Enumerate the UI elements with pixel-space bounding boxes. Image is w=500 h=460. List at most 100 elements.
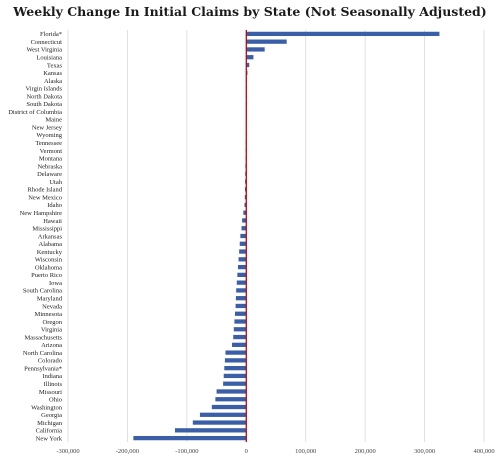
bar-kentucky (239, 249, 247, 254)
bar-alabama (239, 241, 247, 246)
bar-missouri (216, 389, 247, 394)
category-label: Idaho (47, 202, 62, 209)
bar-california (174, 428, 247, 433)
bar-oregon (234, 319, 247, 324)
category-label: Oklahoma (35, 264, 62, 271)
category-label: Colorado (38, 358, 62, 365)
bar-maryland (235, 296, 247, 301)
bar-rhode-island (244, 187, 247, 192)
category-label: Utah (49, 179, 62, 186)
category-label: Florida* (40, 31, 62, 38)
category-label: New Hampshire (20, 210, 63, 217)
category-label: Maine (45, 117, 62, 124)
x-tick-label: 100,000 (295, 448, 316, 455)
bar-michigan (192, 420, 247, 425)
category-label: West Virginia (27, 47, 63, 54)
category-label: Alabama (39, 241, 63, 248)
chart-title: Weekly Change In Initial Claims by State… (13, 4, 487, 19)
category-label: Rhode Island (28, 187, 63, 194)
category-label: Washington (31, 404, 63, 411)
category-label: Oregon (43, 319, 63, 326)
x-tick-label: 0 (245, 448, 248, 455)
category-label: Michigan (37, 420, 63, 427)
category-label: Nebraska (37, 163, 62, 170)
bar-arizona (232, 342, 247, 347)
bar-new-mexico (244, 194, 247, 200)
category-label: Massachusetts (24, 334, 62, 341)
category-label: Alaska (44, 78, 62, 85)
category-label: South Carolina (23, 288, 62, 295)
x-tick-label: 400,000 (473, 448, 494, 455)
bar-oklahoma (237, 264, 247, 270)
category-label: Connecticut (31, 39, 63, 46)
x-tick-label: -200,000 (116, 448, 139, 455)
bar-puerto-rico (237, 272, 247, 278)
category-label: Missouri (39, 389, 62, 396)
category-label: Iowa (49, 280, 62, 287)
category-label: Nevada (42, 303, 62, 310)
bar-texas (246, 62, 250, 68)
bar-colorado (224, 358, 247, 363)
category-label: North Dakota (26, 93, 62, 100)
x-tick-label: -100,000 (175, 448, 198, 455)
category-label: Illinois (44, 381, 63, 388)
category-label: Indiana (43, 373, 63, 380)
bar-new-york (133, 435, 247, 441)
category-label: New Mexico (28, 194, 62, 201)
category-label: Montana (39, 156, 62, 163)
bar-florida (246, 31, 440, 37)
x-tick-label: 300,000 (414, 448, 435, 455)
category-label: Minnesota (35, 311, 63, 318)
category-label: Kentucky (37, 249, 63, 256)
category-label: Puerto Rico (31, 272, 62, 279)
category-label: New Jersey (32, 124, 63, 131)
category-label: Arizona (41, 342, 62, 349)
bar-ohio (215, 397, 247, 402)
category-label: Maryland (37, 295, 63, 302)
bar-louisiana (246, 55, 254, 60)
category-label: Tennessee (35, 140, 62, 147)
bar-wisconsin (238, 257, 247, 262)
bar-massachusetts (233, 334, 247, 340)
category-label: Louisiana (36, 55, 62, 62)
category-label: Virginia (41, 327, 62, 334)
bar-minnesota (234, 311, 247, 316)
bar-hawaii (242, 218, 247, 223)
bar-washington (211, 404, 247, 410)
category-label: California (36, 428, 62, 435)
category-label: Kansas (43, 70, 62, 77)
bar-georgia (199, 412, 247, 417)
category-label: Vermont (40, 148, 63, 155)
category-label: South Dakota (26, 101, 62, 108)
bar-indiana (223, 373, 247, 379)
category-label: Delaware (37, 171, 62, 178)
category-label: Arkansas (38, 233, 63, 240)
category-label: Mississippi (32, 226, 62, 233)
x-tick-label: -300,000 (56, 448, 79, 455)
category-label: District of Columbia (8, 109, 62, 116)
bar-virginia (233, 327, 247, 332)
category-label: Georgia (41, 412, 62, 419)
category-label: New York (36, 435, 63, 442)
category-label: Wisconsin (35, 257, 63, 264)
bar-connecticut (246, 39, 287, 44)
bar-west-virginia (246, 47, 265, 52)
bar-iowa (236, 280, 247, 285)
bar-pennsylvania (224, 366, 247, 371)
category-label: Ohio (49, 397, 62, 404)
bar-mississippi (241, 226, 247, 231)
category-label: North Carolina (23, 350, 62, 357)
bar-new-hampshire (243, 210, 247, 215)
category-label: Texas (47, 62, 63, 69)
bar-nevada (235, 303, 247, 309)
category-label: Pennsylvania* (24, 365, 62, 372)
bar-north-carolina (225, 350, 247, 355)
x-tick-label: 200,000 (355, 448, 376, 455)
category-label: Hawaii (43, 218, 62, 225)
category-label: Virgin Islands (25, 86, 62, 93)
bar-south-carolina (236, 288, 247, 293)
bar-arkansas (240, 233, 247, 239)
bar-illinois (223, 381, 247, 386)
bar-idaho (244, 202, 247, 208)
